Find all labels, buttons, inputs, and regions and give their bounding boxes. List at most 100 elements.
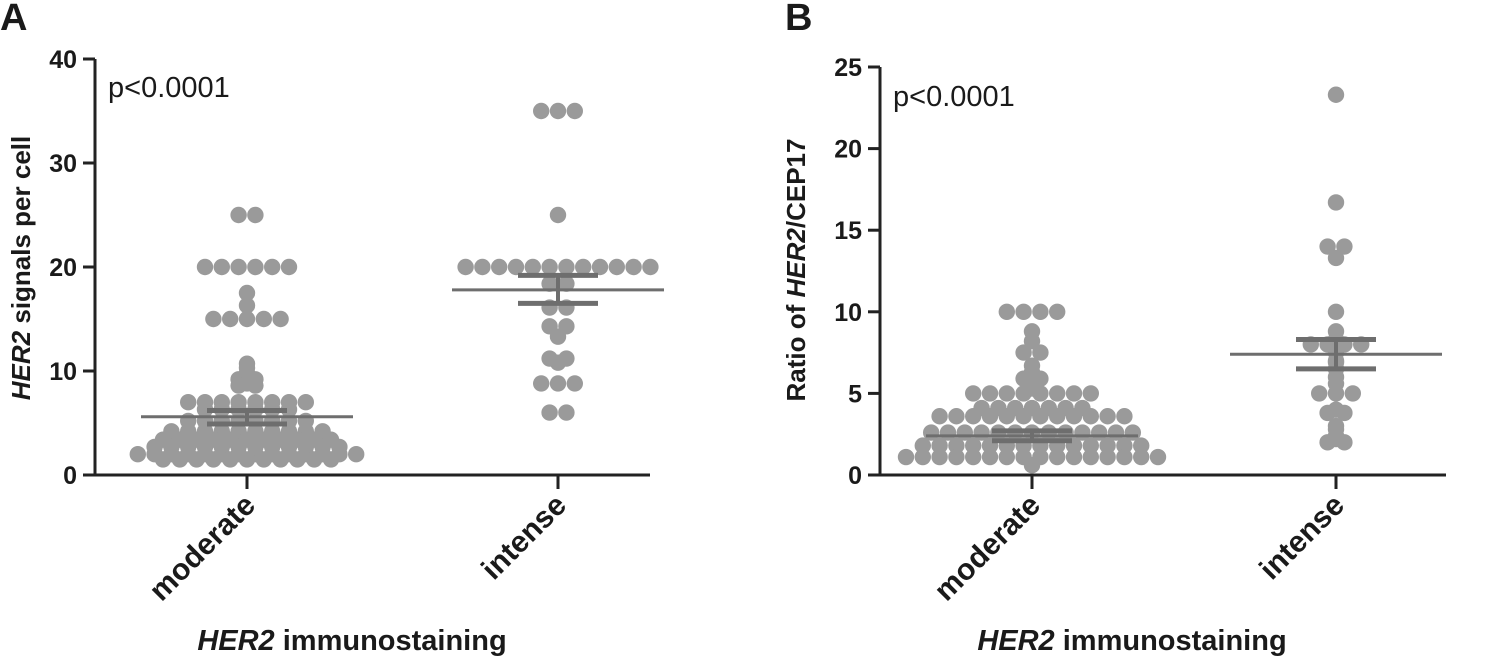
data-point-a-intense xyxy=(566,375,583,392)
data-point-a-moderate xyxy=(129,446,146,463)
panel-a: A p<0.0001 HER2 signals per cell HER2 im… xyxy=(0,0,664,657)
data-point-a-intense xyxy=(558,258,575,276)
p-value-annotation-b: p<0.0001 xyxy=(893,81,1015,113)
y-tick-label-a-1: 10 xyxy=(49,358,77,386)
panel-letter-b: B xyxy=(785,0,812,39)
data-point-b-moderate xyxy=(981,408,999,425)
data-point-a-intense xyxy=(541,275,558,292)
panel-letter-a: A xyxy=(0,0,27,39)
data-point-b-moderate xyxy=(1015,344,1032,361)
data-point-a-moderate xyxy=(297,438,314,456)
data-point-b-moderate xyxy=(1049,448,1066,466)
data-point-a-moderate xyxy=(247,377,264,394)
data-point-a-moderate xyxy=(230,438,247,456)
data-point-b-moderate xyxy=(897,448,915,466)
data-point-b-moderate xyxy=(1082,385,1100,402)
data-point-b-intense xyxy=(1327,249,1345,267)
data-point-b-moderate xyxy=(931,448,948,466)
data-point-a-moderate xyxy=(205,451,222,468)
data-point-b-moderate xyxy=(931,408,948,425)
data-point-b-moderate xyxy=(1023,457,1041,474)
mean-sem-a xyxy=(141,272,664,427)
data-point-a-intense xyxy=(566,102,583,120)
data-point-a-moderate xyxy=(196,438,214,456)
y-tick-label-b-5: 25 xyxy=(834,54,862,82)
x-ticks-a: moderate intense xyxy=(143,475,573,607)
data-point-a-intense xyxy=(625,258,642,276)
data-point-b-moderate xyxy=(1032,408,1049,425)
data-point-a-moderate xyxy=(213,438,230,456)
data-point-a-intense xyxy=(549,354,567,371)
data-point-b-moderate xyxy=(1133,437,1150,454)
data-point-a-moderate xyxy=(230,206,247,224)
data-point-a-moderate xyxy=(196,258,214,276)
data-point-b-moderate xyxy=(1099,408,1116,425)
data-point-a-moderate xyxy=(171,451,188,468)
data-point-b-moderate xyxy=(1082,437,1100,454)
data-point-a-moderate xyxy=(255,451,272,468)
data-point-b-moderate xyxy=(1015,303,1032,320)
data-point-b-moderate xyxy=(1065,448,1083,466)
data-point-a-intense xyxy=(457,258,474,276)
data-point-a-intense xyxy=(507,258,525,276)
data-point-b-intense xyxy=(1327,194,1345,211)
data-point-b-intense xyxy=(1319,404,1336,422)
data-point-b-moderate xyxy=(1023,332,1041,350)
data-point-a-moderate xyxy=(154,451,172,468)
data-point-b-moderate xyxy=(1082,448,1100,466)
data-point-a-intense xyxy=(549,375,567,392)
y-tick-label-b-1: 5 xyxy=(848,380,862,408)
data-point-b-moderate xyxy=(1116,408,1133,425)
data-point-a-moderate xyxy=(348,446,365,463)
y-tick-label-a-2: 20 xyxy=(49,254,77,282)
data-point-b-moderate xyxy=(1065,408,1083,425)
y-tick-label-b-0: 0 xyxy=(848,462,862,490)
data-point-a-intense xyxy=(524,258,541,276)
y-tick-label-a-3: 30 xyxy=(49,150,77,178)
data-point-a-moderate xyxy=(180,438,197,456)
data-point-a-intense xyxy=(533,102,550,120)
data-point-a-moderate xyxy=(205,310,222,328)
data-point-b-moderate xyxy=(1065,385,1083,402)
data-point-b-intense xyxy=(1336,404,1353,422)
data-point-b-intense xyxy=(1319,238,1336,255)
y-tick-label-a-4: 40 xyxy=(49,46,77,74)
data-point-b-moderate xyxy=(998,303,1015,320)
data-point-b-moderate xyxy=(1099,437,1116,454)
data-point-a-intense xyxy=(608,258,625,276)
data-points-b xyxy=(897,86,1370,474)
data-point-b-intense xyxy=(1344,385,1362,402)
x-tick-label-b-intense: intense xyxy=(1253,489,1351,587)
data-point-b-moderate xyxy=(914,448,931,466)
data-point-a-moderate xyxy=(238,310,256,328)
data-point-b-moderate xyxy=(1049,385,1066,402)
data-point-b-moderate xyxy=(1049,408,1066,425)
x-axis-label-b: HER2 immunostaining xyxy=(977,625,1286,657)
data-point-b-intense xyxy=(1327,430,1345,448)
data-point-a-moderate xyxy=(247,438,264,456)
x-axis-label-a: HER2 immunostaining xyxy=(197,625,506,657)
data-point-a-moderate xyxy=(163,438,180,456)
y-tick-label-b-4: 20 xyxy=(834,136,862,164)
data-point-a-moderate xyxy=(297,394,314,411)
data-point-b-intense xyxy=(1327,303,1345,320)
data-point-b-moderate xyxy=(1149,448,1167,466)
data-point-b-moderate xyxy=(1116,448,1133,466)
data-point-a-moderate xyxy=(247,258,264,276)
data-point-b-moderate xyxy=(1032,344,1049,361)
data-point-b-moderate xyxy=(998,385,1015,402)
data-point-b-moderate xyxy=(1116,437,1133,454)
data-point-b-moderate xyxy=(948,408,965,425)
data-point-a-moderate xyxy=(272,451,289,468)
data-point-b-moderate xyxy=(914,437,931,454)
x-tick-label-a-intense: intense xyxy=(475,489,573,587)
mean-sem-b xyxy=(926,337,1442,444)
data-point-b-moderate xyxy=(1015,408,1032,425)
data-point-b-moderate xyxy=(998,408,1015,425)
data-point-a-moderate xyxy=(322,451,340,468)
data-point-a-moderate xyxy=(230,258,247,276)
data-point-a-intense xyxy=(549,102,567,120)
y-ticks-b: 0 5 10 15 20 25 xyxy=(834,54,880,490)
data-point-b-moderate xyxy=(981,448,999,466)
data-point-b-intense xyxy=(1336,238,1353,255)
